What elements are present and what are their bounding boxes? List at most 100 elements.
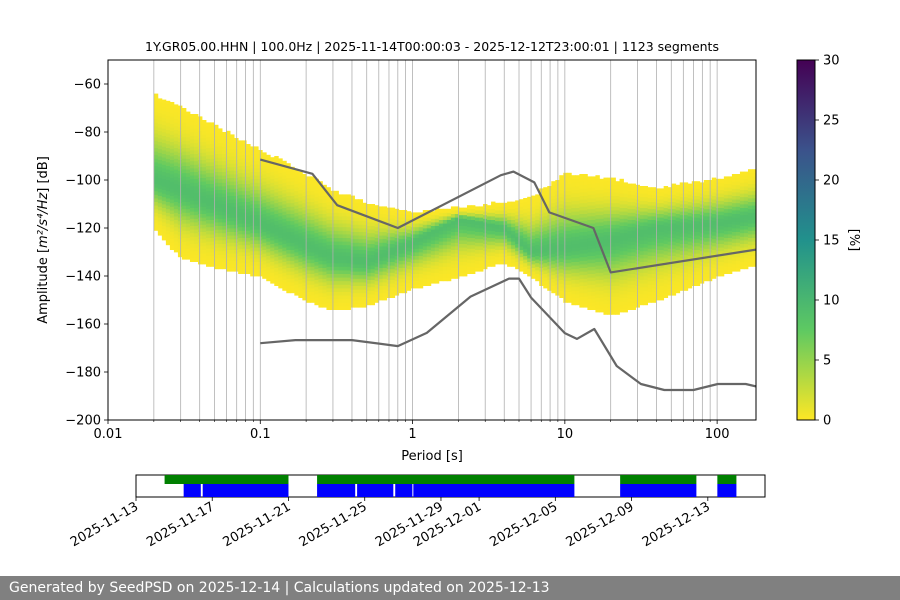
heatmap-cell	[671, 183, 677, 188]
heatmap-cell	[318, 242, 323, 247]
heatmap-cell	[515, 218, 520, 223]
heatmap-cell	[198, 138, 203, 142]
heatmap-cell	[290, 217, 295, 222]
heatmap-cell	[470, 270, 476, 274]
heatmap-cell	[177, 202, 183, 207]
heatmap-cell	[189, 150, 195, 154]
heatmap-cell	[663, 186, 669, 190]
heatmap-cell	[274, 282, 279, 286]
heatmap-cell	[161, 121, 167, 126]
heatmap-cell	[242, 154, 247, 159]
heatmap-cell	[519, 249, 524, 254]
heatmap-cell	[579, 224, 584, 229]
heatmap-cell	[619, 186, 624, 190]
heatmap-cell	[615, 246, 620, 250]
heatmap-cell	[671, 244, 677, 249]
heatmap-cell	[434, 247, 440, 252]
heatmap-cell	[290, 220, 295, 225]
heatmap-cell	[226, 202, 231, 207]
heatmap-cell	[515, 240, 520, 244]
heatmap-cell	[354, 260, 359, 265]
heatmap-cell	[282, 247, 287, 252]
heatmap-cell	[202, 202, 207, 207]
heatmap-cell	[422, 217, 428, 222]
heatmap-cell	[198, 231, 203, 236]
heatmap-cell	[603, 202, 608, 207]
heatmap-cell	[615, 181, 620, 186]
heatmap-cell	[214, 175, 219, 180]
heatmap-cell	[647, 190, 653, 195]
heatmap-cell	[198, 228, 203, 232]
heatmap-cell	[266, 154, 271, 159]
heatmap-cell	[559, 193, 564, 198]
heatmap-cell	[595, 294, 600, 298]
heatmap-cell	[202, 213, 207, 218]
heatmap-cell	[173, 147, 179, 152]
heatmap-cell	[338, 226, 343, 231]
heatmap-cell	[173, 162, 179, 166]
heatmap-cell	[226, 163, 231, 168]
heatmap-cell	[262, 184, 267, 189]
heatmap-cell	[262, 231, 267, 236]
heatmap-cell	[691, 282, 697, 286]
heatmap-cell	[210, 172, 215, 177]
heatmap-cell	[727, 241, 733, 246]
heatmap-cell	[189, 189, 195, 194]
heatmap-cell	[370, 225, 376, 230]
heatmap-cell	[290, 260, 295, 265]
heatmap-cell	[206, 151, 211, 156]
heatmap-cell	[458, 250, 464, 255]
heatmap-cell	[651, 273, 657, 278]
heatmap-cell	[398, 246, 404, 250]
timeline-tick-label: 2025-12-13	[640, 499, 713, 550]
heatmap-cell	[691, 213, 697, 218]
heatmap-cell	[346, 237, 351, 242]
y-tick-label: −80	[74, 126, 101, 141]
heatmap-cell	[338, 219, 343, 224]
heatmap-cell	[426, 235, 432, 240]
heatmap-cell	[230, 228, 235, 232]
heatmap-cell	[262, 242, 267, 247]
heatmap-cell	[627, 219, 632, 224]
heatmap-cell	[611, 202, 616, 207]
heatmap-cell	[218, 261, 223, 266]
heatmap-cell	[723, 183, 729, 188]
heatmap-cell	[165, 241, 171, 246]
heatmap-cell	[153, 100, 159, 105]
heatmap-cell	[442, 252, 448, 256]
heatmap-cell	[723, 262, 729, 267]
heatmap-cell	[198, 130, 203, 135]
heatmap-cell	[735, 264, 741, 268]
heatmap-cell	[206, 136, 211, 141]
heatmap-cell	[595, 279, 600, 284]
heatmap-cell	[559, 283, 564, 288]
heatmap-cell	[185, 237, 191, 242]
heatmap-cell	[631, 223, 636, 228]
heatmap-cell	[603, 289, 608, 294]
heatmap-cell	[591, 255, 596, 260]
heatmap-cell	[583, 256, 588, 261]
heatmap-cell	[250, 272, 255, 277]
heatmap-cell	[659, 192, 665, 196]
x-axis-label: Period [s]	[401, 449, 463, 464]
heatmap-cell	[655, 195, 661, 200]
heatmap-cell	[627, 259, 632, 264]
heatmap-cell	[462, 261, 468, 266]
heatmap-cell	[446, 223, 452, 228]
heatmap-cell	[250, 222, 255, 226]
heatmap-cell	[262, 246, 267, 250]
heatmap-cell	[185, 198, 191, 202]
heatmap-cell	[370, 290, 376, 295]
heatmap-cell	[165, 100, 171, 105]
heatmap-cell	[350, 300, 355, 304]
heatmap-cell	[346, 223, 351, 228]
heatmap-cell	[378, 264, 384, 268]
heatmap-cell	[238, 255, 243, 260]
heatmap-cell	[177, 163, 183, 168]
heatmap-cell	[547, 218, 552, 223]
heatmap-cell	[631, 252, 636, 256]
heatmap-cell	[595, 200, 600, 205]
curve-nhnm	[260, 158, 756, 274]
heatmap-cell	[306, 198, 311, 202]
heatmap-cell	[374, 208, 380, 213]
